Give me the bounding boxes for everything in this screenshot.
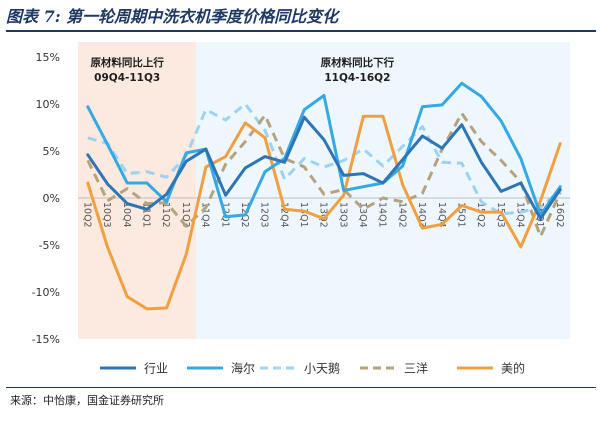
x-tick-label: 13Q1 bbox=[298, 202, 309, 228]
region-rising-shade bbox=[78, 42, 197, 339]
x-tick-label: 16Q2 bbox=[554, 202, 565, 228]
x-tick-label: 13Q4 bbox=[357, 202, 368, 228]
source-note: 来源：中怡康，国金证券研究所 bbox=[10, 394, 164, 407]
x-tick-label: 12Q3 bbox=[259, 202, 270, 228]
x-tick-label: 15Q3 bbox=[495, 202, 506, 228]
legend-label: 海尔 bbox=[231, 361, 255, 376]
x-tick-label: 11Q1 bbox=[141, 202, 152, 228]
x-tick-label: 13Q3 bbox=[337, 202, 348, 228]
y-tick-label: 15% bbox=[36, 51, 60, 64]
x-tick-label: 14Q4 bbox=[436, 202, 447, 228]
x-tick-label: 11Q2 bbox=[160, 202, 171, 228]
x-tick-label: 12Q4 bbox=[278, 202, 289, 228]
annotation-line2: 11Q4-16Q2 bbox=[324, 72, 390, 84]
legend-label: 行业 bbox=[144, 362, 168, 376]
legend-label: 美的 bbox=[501, 361, 525, 376]
source-divider bbox=[6, 387, 596, 388]
y-tick-label: -15% bbox=[32, 333, 60, 346]
series-line-0 bbox=[86, 115, 562, 221]
legend-label: 三洋 bbox=[404, 361, 428, 376]
y-tick-label: -5% bbox=[39, 239, 60, 252]
x-tick-label: 14Q2 bbox=[396, 202, 407, 228]
x-tick-label: 11Q4 bbox=[200, 202, 211, 228]
title-divider bbox=[6, 30, 596, 32]
x-tick-label: 14Q1 bbox=[377, 202, 388, 228]
legend-label: 小天鹅 bbox=[304, 362, 340, 376]
y-tick-label: -10% bbox=[32, 286, 60, 299]
annotation-line2: 09Q4-11Q3 bbox=[94, 72, 160, 84]
x-tick-label: 11Q3 bbox=[180, 202, 191, 228]
y-tick-label: 0% bbox=[43, 192, 60, 205]
x-tick-label: 14Q3 bbox=[416, 202, 427, 228]
page-title: 图表 7: 第一轮周期中洗衣机季度价格同比变化 bbox=[6, 7, 339, 26]
x-tick-label: 10Q4 bbox=[121, 202, 132, 228]
x-tick-label: 15Q1 bbox=[455, 202, 466, 228]
x-tick-label: 15Q4 bbox=[514, 202, 525, 228]
x-tick-label: 10Q3 bbox=[101, 202, 112, 228]
x-tick-label: 15Q2 bbox=[475, 202, 486, 228]
x-tick-label: 13Q2 bbox=[318, 202, 329, 228]
annotation-line1: 原材料同比下行 bbox=[321, 56, 395, 69]
series-line-4 bbox=[86, 114, 562, 311]
y-tick-label: 10% bbox=[36, 98, 60, 111]
series-line-2 bbox=[87, 102, 562, 216]
annotation-line1: 原材料同比上行 bbox=[90, 56, 164, 69]
series-line-1 bbox=[86, 81, 562, 219]
y-tick-label: 5% bbox=[43, 145, 60, 158]
region-falling-shade bbox=[196, 42, 570, 339]
x-tick-label: 10Q2 bbox=[82, 202, 93, 228]
